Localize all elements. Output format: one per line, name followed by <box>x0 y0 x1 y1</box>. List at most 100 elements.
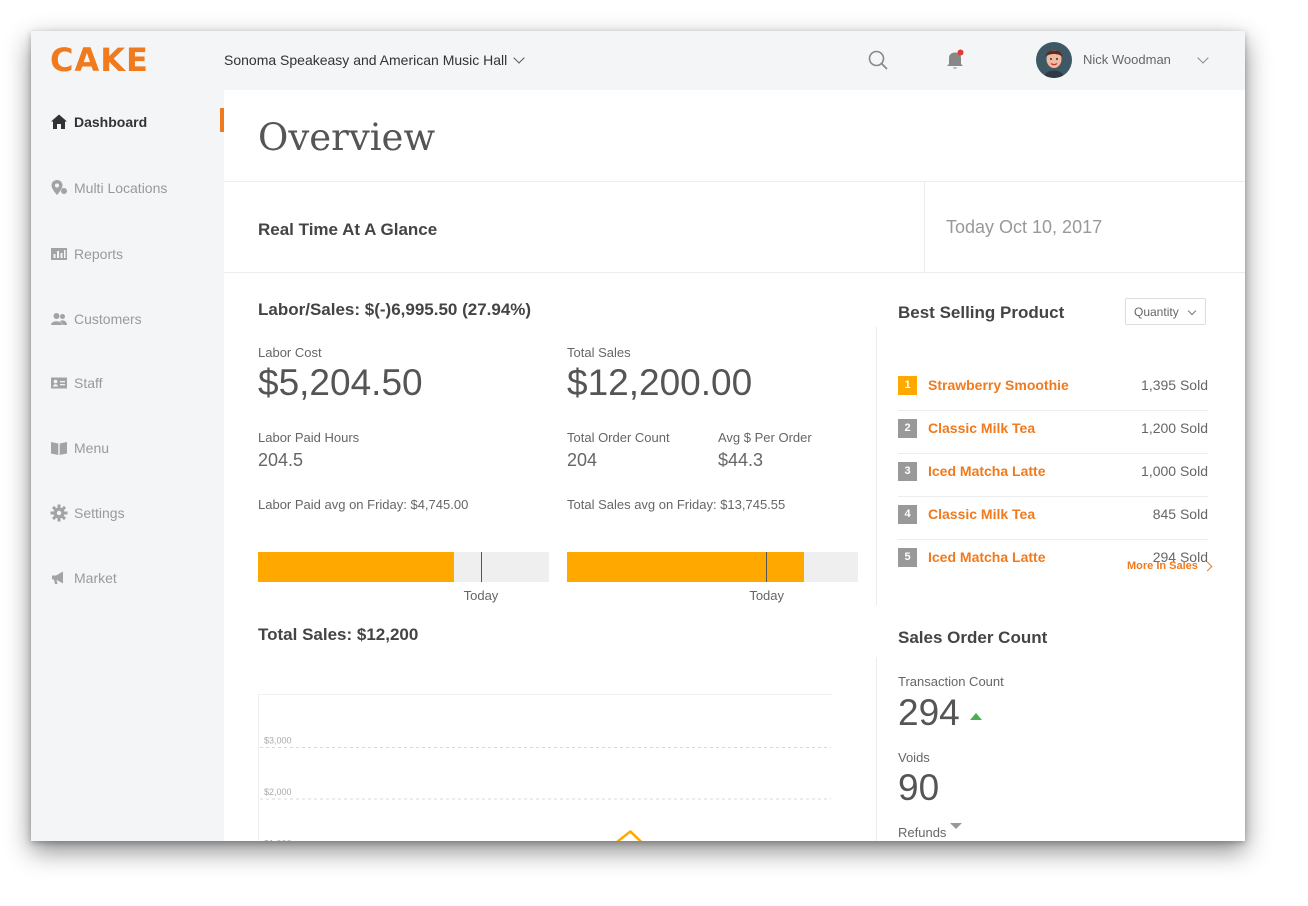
chevron-down-icon <box>1187 306 1197 316</box>
avg-order-value: $44.3 <box>718 450 764 470</box>
product-row[interactable]: 2 Classic Milk Tea 1,200 Sold <box>898 410 1208 454</box>
sidebar-item-label: Menu <box>74 440 110 456</box>
sidebar-item-menu[interactable]: Menu <box>50 436 109 460</box>
main-content: Overview Real Time At A Glance Today Oct… <box>224 90 1245 841</box>
sidebar-item-label: Dashboard <box>74 114 148 130</box>
divider <box>876 657 877 841</box>
total-sales-chart: $1,000 $2,000 $3,000 <box>258 694 833 841</box>
avg-order-label: Avg $ Per Order <box>718 430 812 445</box>
product-name[interactable]: Strawberry Smoothie <box>928 377 1069 393</box>
product-sold: 1,000 Sold <box>1141 463 1208 479</box>
transaction-count-label: Transaction Count <box>898 674 1004 689</box>
cake-logo[interactable]: CAKE <box>50 41 149 79</box>
product-name[interactable]: Classic Milk Tea <box>928 506 1036 522</box>
user-menu-chevron-icon[interactable] <box>1197 52 1209 64</box>
customers-icon <box>51 313 67 325</box>
staff-id-icon <box>51 377 67 389</box>
search-icon[interactable] <box>868 50 888 70</box>
sort-select-value: Quantity <box>1134 305 1179 319</box>
sidebar-item-label: Staff <box>74 375 103 391</box>
more-in-sales-link[interactable]: More In Sales <box>1127 560 1213 572</box>
product-sold: 1,200 Sold <box>1141 420 1208 436</box>
product-row[interactable]: 5 Iced Matcha Latte 294 Sold <box>898 539 1208 582</box>
product-rank-badge: 3 <box>898 462 917 481</box>
divider <box>924 182 925 272</box>
product-name[interactable]: Iced Matcha Latte <box>928 549 1046 565</box>
reports-icon <box>51 248 67 260</box>
y-tick-label: $1,000 <box>264 839 292 842</box>
product-sold: 845 Sold <box>1152 506 1208 522</box>
product-name[interactable]: Classic Milk Tea <box>928 420 1036 436</box>
best-selling-title: Best Selling Product <box>898 303 1065 322</box>
sales-avg-label: Total Sales avg on Friday: $13,745.55 <box>567 497 786 512</box>
user-name[interactable]: Nick Woodman <box>1083 52 1171 67</box>
divider <box>224 181 1245 182</box>
sidebar-item-label: Reports <box>74 246 124 262</box>
product-rank-badge: 2 <box>898 419 917 438</box>
product-name[interactable]: Iced Matcha Latte <box>928 463 1046 479</box>
product-sold: 1,395 Sold <box>1141 377 1208 393</box>
sales-series-line <box>616 830 643 841</box>
sales-progress-bar <box>567 552 858 582</box>
order-count-label: Total Order Count <box>567 430 670 445</box>
gear-icon <box>50 504 68 522</box>
y-tick-label: $3,000 <box>264 736 292 746</box>
labor-cost-label: Labor Cost <box>258 345 322 360</box>
sidebar-item-staff[interactable]: Staff <box>50 371 103 395</box>
labor-bar-today-marker <box>480 552 482 582</box>
menu-book-icon <box>51 442 67 455</box>
sidebar: Dashboard Multi Locations Reports <box>31 90 224 841</box>
section-title-glance: Real Time At A Glance <box>258 220 438 239</box>
app-window: CAKE Sonoma Speakeasy and American Music… <box>31 31 1245 841</box>
sidebar-item-label: Customers <box>74 311 142 327</box>
product-rank-badge: 5 <box>898 548 917 567</box>
divider <box>224 272 1245 273</box>
chevron-down-icon <box>513 52 525 64</box>
sidebar-item-settings[interactable]: Settings <box>50 501 125 525</box>
location-selector[interactable]: Sonoma Speakeasy and American Music Hall <box>224 52 525 68</box>
labor-avg-label: Labor Paid avg on Friday: $4,745.00 <box>258 497 469 512</box>
product-row[interactable]: 4 Classic Milk Tea 845 Sold <box>898 496 1208 540</box>
labor-progress-bar <box>258 552 549 582</box>
refunds-label: Refunds <box>898 825 947 840</box>
order-count-value: 204 <box>567 450 598 470</box>
paid-hours-value: 204.5 <box>258 450 304 470</box>
sidebar-item-multi-locations[interactable]: Multi Locations <box>50 176 167 200</box>
sidebar-item-market[interactable]: Market <box>50 566 117 590</box>
page-title: Overview <box>258 116 436 159</box>
more-in-sales-label: More In Sales <box>1127 560 1198 572</box>
divider <box>876 327 877 605</box>
total-sales-chart-title: Total Sales: $12,200 <box>258 625 419 644</box>
labor-sales-title: Labor/Sales: $(-)6,995.50 (27.94%) <box>258 300 532 319</box>
sidebar-item-reports[interactable]: Reports <box>50 242 123 266</box>
total-sales-value: $12,200.00 <box>567 362 753 403</box>
active-nav-marker <box>220 108 224 132</box>
bell-icon[interactable] <box>945 49 965 71</box>
sidebar-item-customers[interactable]: Customers <box>50 307 142 331</box>
product-rank-badge: 4 <box>898 505 917 524</box>
trend-up-icon <box>970 713 982 720</box>
voids-value: 90 <box>898 767 940 808</box>
y-tick-label: $2,000 <box>264 787 292 797</box>
product-row[interactable]: 1 Strawberry Smoothie 1,395 Sold <box>898 367 1208 411</box>
sales-bar-fill <box>567 552 805 582</box>
sales-order-count-title: Sales Order Count <box>898 628 1048 647</box>
megaphone-icon <box>52 571 63 584</box>
top-bar: CAKE Sonoma Speakeasy and American Music… <box>31 31 1245 90</box>
sort-select[interactable]: Quantity <box>1125 298 1206 325</box>
product-sold: 294 Sold <box>1152 549 1208 565</box>
location-pin-icon <box>51 180 67 195</box>
sidebar-item-label: Market <box>74 570 117 586</box>
today-date: Today Oct 10, 2017 <box>946 217 1103 237</box>
sidebar-item-dashboard[interactable]: Dashboard <box>50 110 147 134</box>
total-sales-label: Total Sales <box>567 345 631 360</box>
labor-today-label: Today <box>463 588 499 603</box>
location-name: Sonoma Speakeasy and American Music Hall <box>224 52 508 68</box>
avatar[interactable] <box>1036 42 1072 78</box>
product-row[interactable]: 3 Iced Matcha Latte 1,000 Sold <box>898 453 1208 497</box>
sidebar-item-label: Settings <box>74 505 125 521</box>
home-icon <box>51 114 67 129</box>
labor-bar-fill <box>258 552 455 582</box>
chevron-right-icon <box>1202 561 1213 571</box>
trend-down-icon <box>950 823 962 829</box>
